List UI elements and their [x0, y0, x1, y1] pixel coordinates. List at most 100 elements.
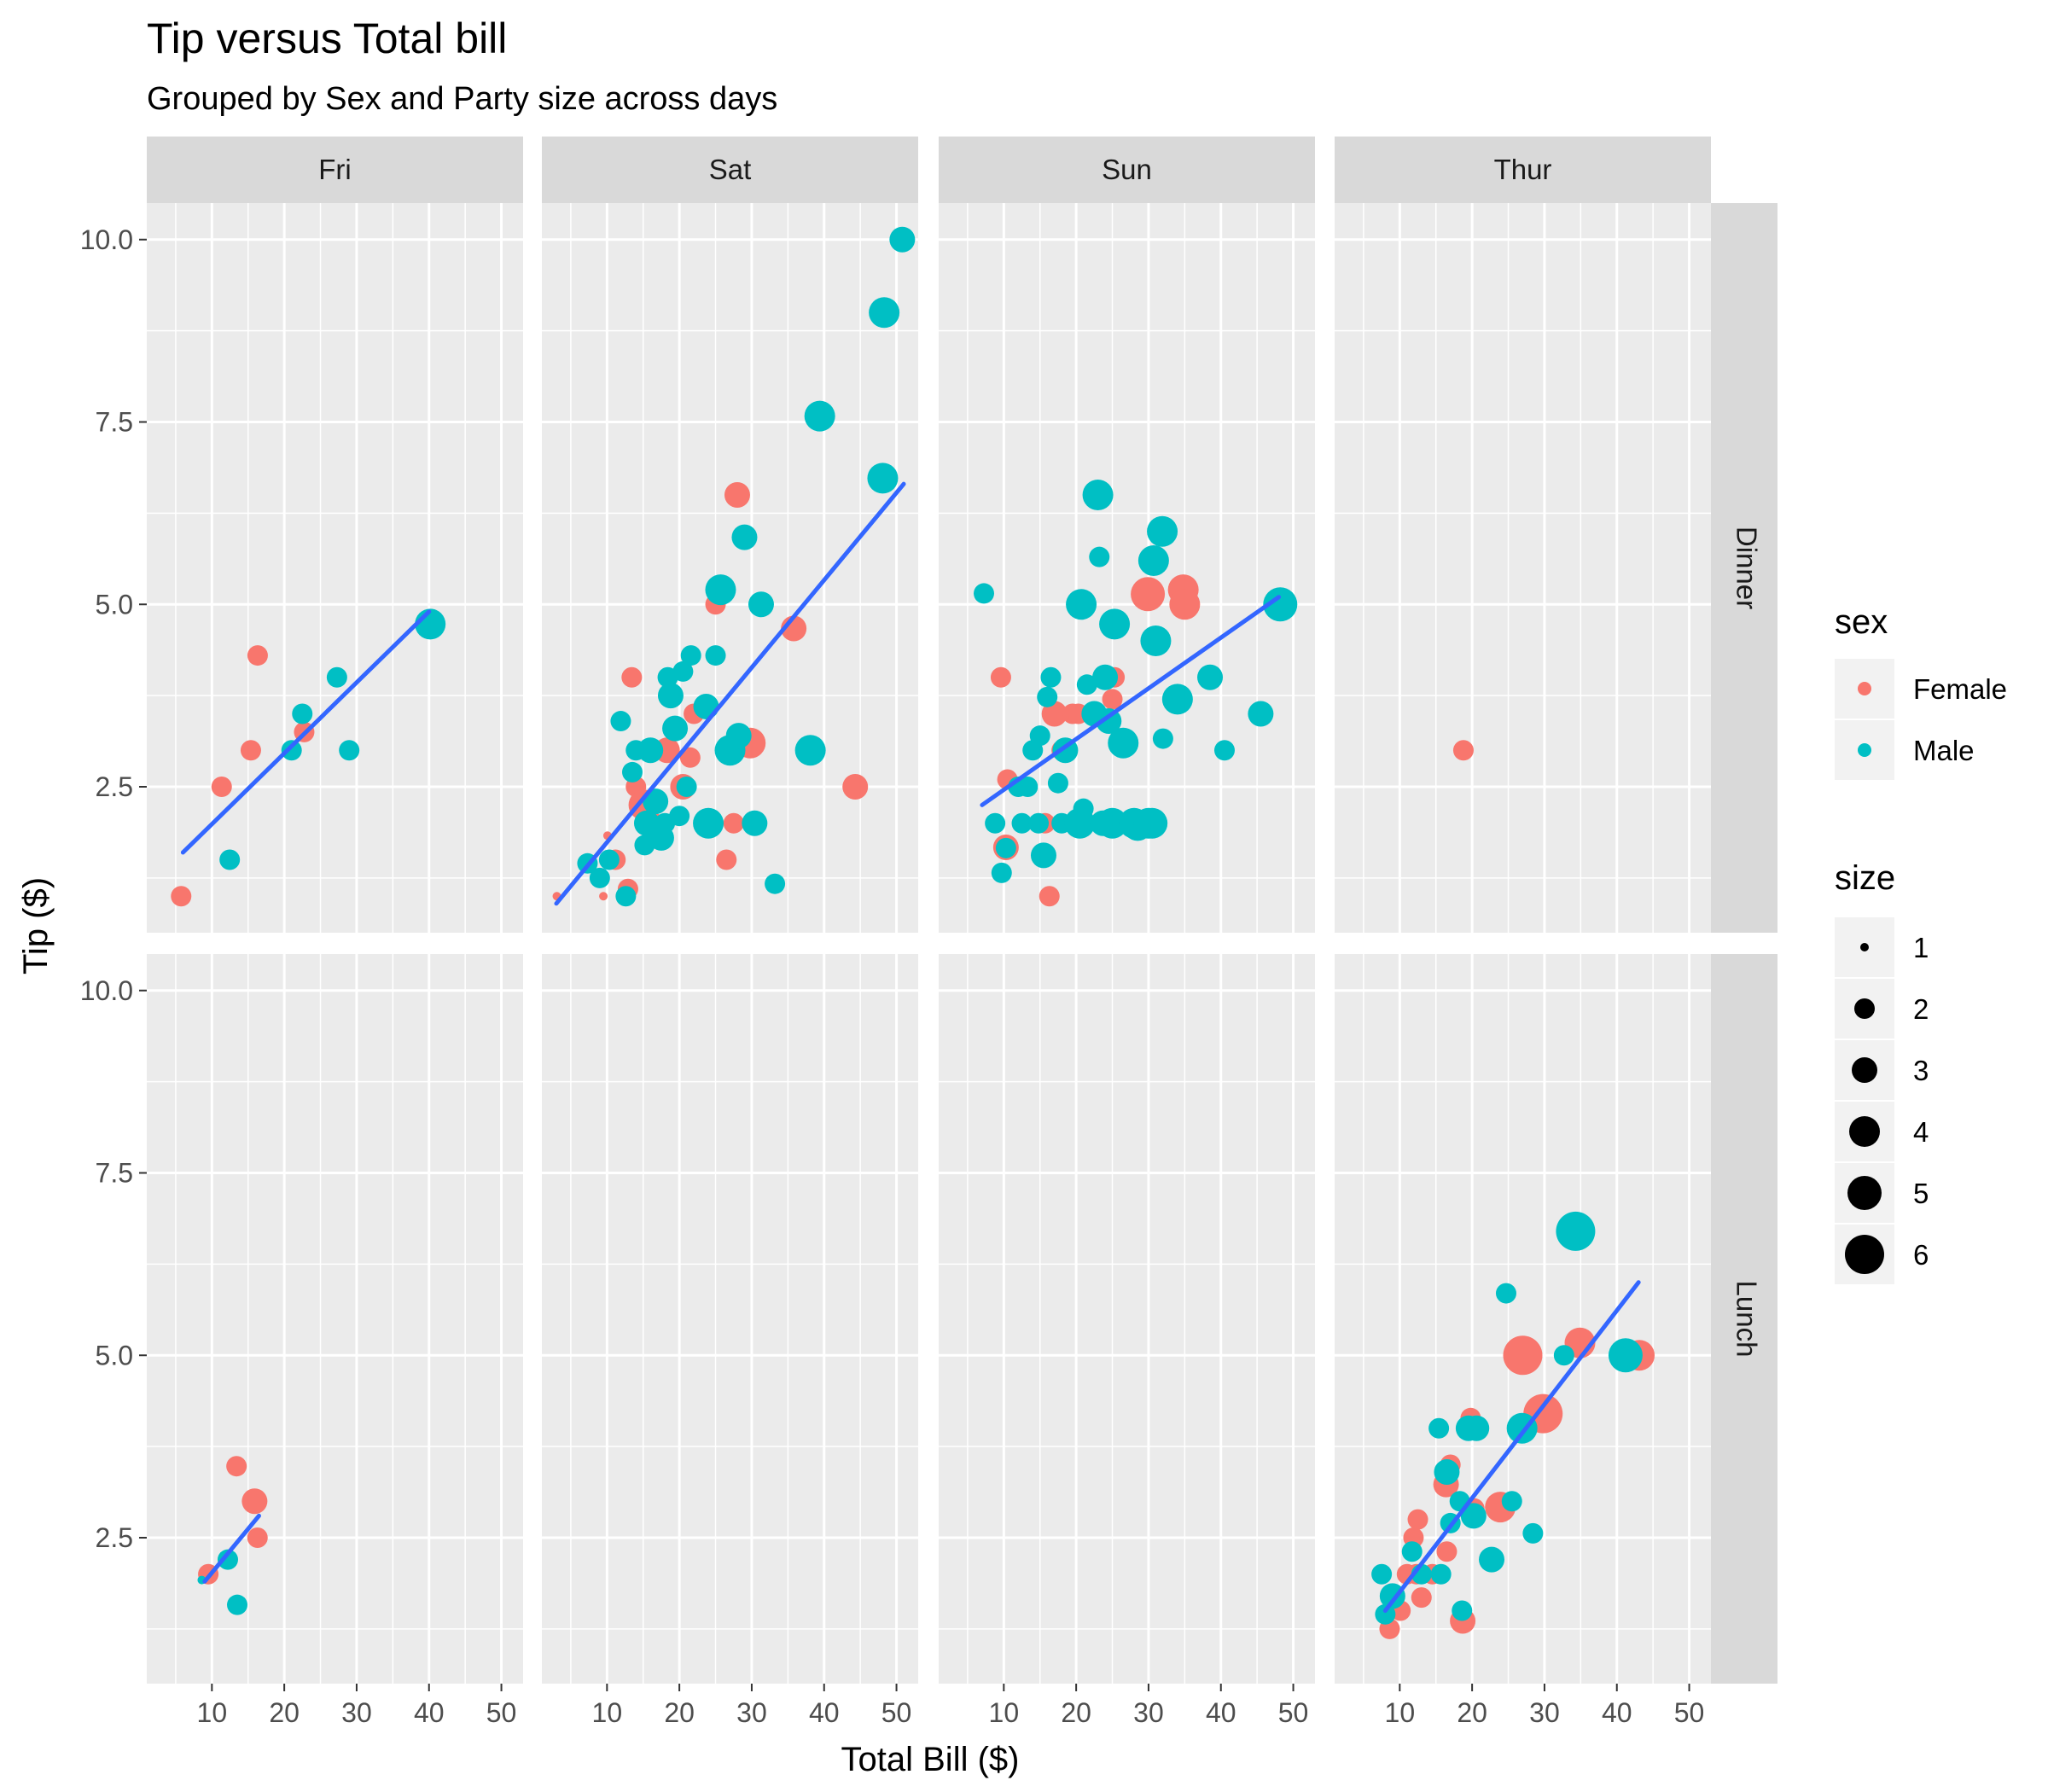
point-male — [1011, 812, 1033, 834]
facet-strip-fri — [147, 137, 523, 203]
point-male — [1161, 684, 1193, 715]
x-tick-label: 30 — [736, 1697, 767, 1728]
facet-strip-label: Lunch — [1731, 1281, 1762, 1358]
point-male — [1263, 587, 1298, 622]
point-male — [1097, 807, 1128, 839]
facet-strip-sun — [939, 137, 1315, 203]
point-female — [1169, 589, 1201, 620]
point-male — [589, 867, 610, 888]
point-male — [622, 761, 643, 783]
x-tick-label: 50 — [1278, 1697, 1309, 1728]
point-male — [1066, 589, 1097, 620]
point-female — [171, 886, 192, 907]
point-male — [1522, 1522, 1544, 1544]
x-tick-label: 50 — [1674, 1697, 1705, 1728]
point-male — [1099, 608, 1131, 640]
point-male — [643, 788, 669, 815]
point-female — [842, 774, 869, 800]
panel-sun-dinner — [939, 203, 1315, 933]
facet-strip-thur — [1335, 137, 1711, 203]
point-male — [1375, 1603, 1396, 1625]
panel-background — [147, 203, 523, 933]
point-male — [705, 645, 726, 666]
point-female — [247, 645, 268, 666]
point-male — [227, 1594, 248, 1615]
point-male — [1029, 725, 1050, 747]
x-axis-title: Total Bill ($) — [841, 1741, 1020, 1778]
x-tick-label: 20 — [664, 1697, 695, 1728]
point-female — [240, 740, 261, 761]
x-tick-label: 10 — [197, 1697, 228, 1728]
point-male — [1073, 798, 1094, 819]
point-female — [211, 777, 232, 797]
point-female — [226, 1456, 247, 1477]
x-tick-label: 50 — [486, 1697, 517, 1728]
y-tick-label: 10.0 — [80, 224, 133, 255]
panel-fri-lunch: 10 20 30 40 50 2.5 5.0 7.5 10.0 — [80, 954, 523, 1728]
panel-background — [542, 954, 918, 1684]
trend-line — [554, 481, 906, 906]
point-male — [598, 849, 620, 870]
point-male — [693, 693, 719, 719]
point-male — [1137, 807, 1168, 839]
chart-title: Tip versus Total bill — [147, 15, 507, 62]
legend-key-size-4 — [1849, 1116, 1880, 1147]
panel-background — [1335, 954, 1711, 1684]
legend: sex size Female Male 1 2 3 4 5 6 — [1835, 603, 2007, 1284]
point-male — [1463, 1415, 1490, 1441]
point-male — [1452, 1600, 1473, 1621]
trend-line — [980, 595, 1282, 807]
x-tick-label: 10 — [1385, 1697, 1416, 1728]
legend-key-female — [1858, 682, 1871, 695]
x-tick-label: 40 — [809, 1697, 840, 1728]
point-male — [657, 683, 684, 709]
point-female — [1131, 577, 1166, 612]
y-tick-label: 2.5 — [96, 1522, 133, 1553]
facet-strip-sat — [542, 137, 918, 203]
point-male — [1089, 546, 1110, 567]
point-male — [1501, 1491, 1522, 1512]
point-male — [217, 1549, 238, 1570]
point-male — [1553, 1345, 1574, 1366]
point-male — [292, 703, 313, 724]
point-male — [1495, 1283, 1516, 1304]
point-female — [241, 1488, 268, 1515]
point-male — [974, 583, 995, 604]
point-male — [281, 740, 302, 761]
legend-label-size: 2 — [1913, 993, 1929, 1025]
point-male — [672, 660, 694, 682]
panel-fri-dinner: 2.5 5.0 7.5 10.0 — [80, 203, 523, 933]
point-female — [1503, 1335, 1543, 1376]
legend-label-size: 5 — [1913, 1178, 1929, 1209]
y-tick-label: 10.0 — [80, 975, 133, 1006]
point-female — [247, 1527, 268, 1548]
point-female — [990, 666, 1011, 688]
x-tick-label: 30 — [1529, 1697, 1560, 1728]
panel-sat-lunch: 10 20 30 40 50 — [542, 954, 918, 1728]
point-male — [991, 862, 1012, 883]
point-male — [731, 524, 758, 550]
point-male — [339, 740, 360, 761]
legend-key-size-1 — [1860, 943, 1869, 951]
x-tick-label: 10 — [592, 1697, 623, 1728]
x-tick-label: 50 — [881, 1697, 912, 1728]
point-male — [1556, 1211, 1596, 1251]
x-tick-label: 20 — [1061, 1697, 1091, 1728]
trend-line — [1382, 1280, 1641, 1613]
legend-key-size-3 — [1852, 1057, 1877, 1083]
facet-strip-label: Thur — [1494, 154, 1552, 185]
point-male — [1037, 686, 1058, 707]
point-male — [1028, 812, 1050, 834]
point-male — [804, 400, 835, 432]
point-female — [1452, 740, 1474, 761]
legend-label-size: 4 — [1913, 1116, 1929, 1148]
panel-thur-lunch: 10 20 30 40 50 — [1335, 954, 1711, 1728]
facet-strip-label: Dinner — [1731, 527, 1762, 609]
panel-sat-dinner — [542, 203, 918, 933]
point-female — [724, 482, 750, 508]
facet-strip-label: Sun — [1102, 154, 1152, 185]
point-male — [1076, 674, 1097, 695]
legend-key-size-5 — [1847, 1176, 1882, 1210]
point-female — [621, 666, 643, 688]
